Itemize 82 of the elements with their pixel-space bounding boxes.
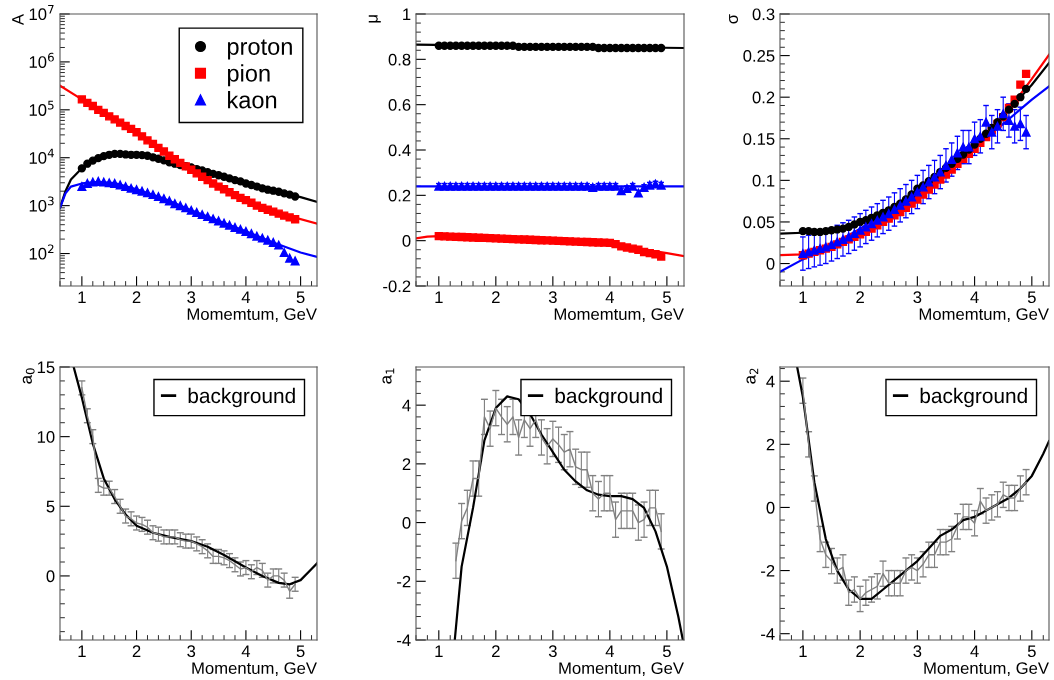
x-tick-label: 2	[132, 291, 141, 303]
y-axis-title: μ	[368, 15, 381, 23]
x-tick-label: 5	[662, 291, 671, 304]
y-tick-label: 10$^{6}$	[29, 52, 54, 68]
y-tick-label: 0	[766, 257, 775, 270]
y-tick-label: -4	[761, 628, 775, 640]
legend-label: background	[920, 387, 1027, 408]
y-tick-label: 0.05	[743, 216, 775, 229]
y-tick-label: 10$^{3}$	[29, 196, 54, 212]
x-tick-label: 4	[605, 291, 615, 303]
x-tick-label: 2	[492, 291, 500, 303]
y-tick-label: 1	[403, 8, 411, 21]
y-tick-label: 0.15	[743, 133, 775, 145]
x-tick-label: 3	[548, 291, 557, 304]
y-axis-title: a$_{1}$	[382, 368, 395, 384]
x-tick-label: 5	[1027, 645, 1036, 658]
legend-label: kaon	[228, 91, 277, 109]
y-tick-label: 0.4	[388, 144, 411, 157]
x-tick-label: 3	[913, 291, 922, 304]
x-axis-title: Momemtum, GeV	[919, 308, 1049, 322]
x-tick-label: 4	[605, 645, 615, 657]
x-tick-label: 1	[435, 645, 443, 657]
x-tick-label: 2	[856, 291, 864, 303]
y-tick-label: 2	[402, 458, 411, 470]
x-tick-label: 1	[799, 645, 807, 657]
x-axis-title: Momemtum, GeV	[554, 308, 684, 322]
y-tick-label: 10$^{5}$	[29, 100, 54, 116]
y-tick-label: -2	[761, 564, 775, 577]
x-tick-label: 4	[241, 645, 251, 657]
x-tick-label: 3	[548, 645, 557, 658]
legend-label: pion	[227, 64, 270, 87]
y-tick-label: 4	[402, 399, 411, 412]
y-axis-title: A	[12, 14, 24, 26]
x-tick-label: 3	[187, 291, 196, 304]
x-axis-title: Momentum, GeV	[559, 662, 684, 676]
y-axis-title: a$_{2}$	[746, 368, 759, 384]
y-tick-label: -2	[397, 575, 411, 588]
x-tick-label: 3	[187, 645, 196, 658]
y-tick-label: 10$^{2}$	[29, 244, 54, 260]
x-tick-label: 1	[78, 645, 86, 657]
y-axis-title: a$_{0}$	[22, 368, 35, 384]
y-tick-label: 0.8	[388, 53, 411, 66]
x-tick-label: 4	[241, 291, 251, 303]
legend-label: background	[188, 387, 295, 408]
x-tick-label: 5	[1027, 291, 1036, 304]
x-tick-label: 1	[435, 291, 443, 303]
y-tick-label: 15	[37, 361, 55, 374]
y-tick-label: 0.1	[752, 174, 775, 187]
y-tick-label: 4	[766, 375, 775, 388]
y-tick-label: 0.3	[752, 8, 775, 21]
y-tick-label: 0	[766, 501, 775, 514]
y-tick-label: 0.2	[388, 189, 411, 202]
x-tick-label: 5	[662, 645, 671, 658]
y-tick-label: -4	[397, 634, 411, 647]
x-tick-label: 1	[78, 291, 86, 303]
y-tick-label: 10	[37, 431, 55, 443]
x-tick-label: 5	[296, 645, 305, 658]
y-tick-label: 0	[46, 570, 55, 583]
x-axis-title: Momentum, GeV	[924, 662, 1049, 676]
y-tick-label: 0.6	[388, 99, 411, 111]
y-tick-label: 10$^{4}$	[29, 148, 54, 164]
y-tick-label: 0	[402, 235, 411, 247]
y-tick-label: 2	[766, 438, 775, 451]
y-tick-label: 10$^{7}$	[29, 5, 54, 21]
x-axis-title: Momentum, GeV	[192, 662, 317, 676]
x-tick-label: 2	[856, 645, 864, 657]
y-tick-label: 0	[402, 516, 411, 529]
y-tick-label: -0.2	[383, 280, 411, 293]
x-tick-label: 4	[970, 291, 979, 303]
x-tick-label: 2	[492, 645, 500, 657]
x-tick-label: 3	[913, 645, 922, 658]
legend-label: background	[555, 387, 662, 408]
x-tick-label: 4	[970, 645, 979, 657]
x-axis-title: Momemtum, GeV	[187, 308, 317, 322]
y-tick-label: 5	[46, 500, 55, 513]
legend-label: proton	[227, 39, 292, 60]
x-tick-label: 2	[132, 645, 141, 657]
x-tick-label: 1	[799, 291, 807, 303]
y-axis-title: σ	[729, 14, 739, 24]
x-tick-label: 5	[296, 291, 305, 304]
y-tick-label: 0.2	[752, 91, 775, 104]
y-tick-label: 0.25	[743, 49, 775, 62]
